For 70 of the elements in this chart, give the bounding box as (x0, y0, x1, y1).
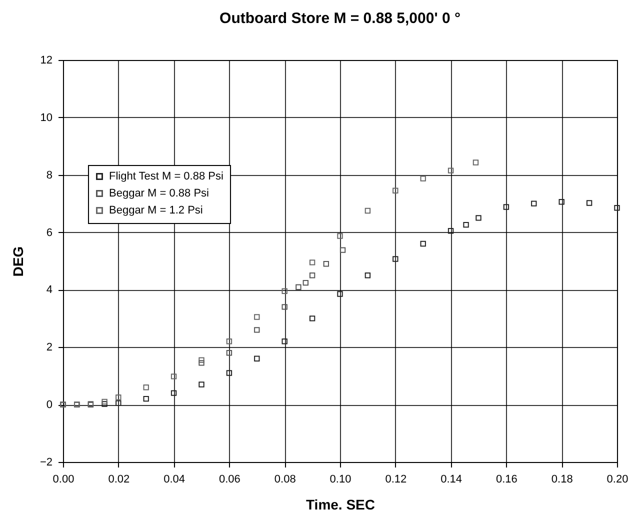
point (116, 394, 122, 400)
point (226, 338, 232, 344)
point (170, 374, 177, 380)
x-tick-label: 0.08 (274, 474, 296, 486)
point (420, 240, 426, 247)
x-axis-title: Time. SEC (306, 496, 375, 512)
point (340, 247, 346, 253)
y-tick-label: 12 (40, 54, 52, 66)
legend-label: Beggar M = 1.2 Psi (109, 204, 203, 216)
point (226, 370, 232, 376)
legend-label: Beggar M = 0.88 Psi (109, 188, 209, 200)
point (472, 160, 479, 166)
x-tick-label: 0.04 (164, 474, 186, 486)
point (282, 288, 288, 294)
point (198, 360, 204, 366)
y-tick-label: −2 (40, 456, 52, 468)
point (337, 291, 343, 297)
point (254, 327, 260, 333)
x-tick-label: 0.20 (606, 474, 628, 486)
x-tick-label: 0.18 (551, 474, 573, 486)
point (309, 272, 316, 278)
point (503, 204, 510, 210)
point (102, 401, 108, 407)
point (254, 356, 260, 362)
point (531, 200, 537, 206)
point (558, 199, 564, 205)
y-tick-label: 0 (46, 399, 52, 412)
point (364, 272, 371, 278)
y-axis-title: DEG (10, 246, 26, 277)
x-tick-label: 0.06 (218, 474, 240, 486)
point (198, 382, 204, 388)
y-tick-label: 10 (40, 112, 52, 124)
y-tick-label: 2 (46, 342, 52, 354)
x-tick-label: 0.00 (52, 474, 74, 486)
point (323, 261, 329, 267)
point (296, 284, 302, 290)
point (102, 398, 108, 405)
point (170, 390, 177, 396)
point (463, 222, 469, 228)
y-tick-label: 6 (46, 226, 52, 239)
point (254, 314, 260, 320)
point (448, 228, 454, 234)
point (226, 350, 232, 356)
x-tick-label: 0.02 (108, 474, 130, 486)
x-tick-label: 0.10 (330, 474, 352, 486)
x-tick-label: 0.16 (496, 474, 518, 486)
point (198, 357, 204, 363)
point (337, 233, 343, 239)
point (116, 400, 122, 406)
legend-label: Flight Test M = 0.88 Psi (109, 170, 224, 182)
point (143, 396, 149, 402)
point (392, 188, 398, 194)
point (586, 200, 592, 206)
y-tick-label: 8 (46, 169, 52, 182)
point (302, 280, 308, 286)
point (282, 304, 288, 310)
point (143, 384, 149, 390)
point (392, 256, 398, 262)
y-tick-label: 4 (46, 284, 52, 296)
point (309, 260, 316, 266)
x-tick-label: 0.12 (385, 474, 407, 486)
point (614, 205, 620, 211)
point (309, 316, 316, 322)
chart-title: Outboard Store M = 0.88 5,000' 0 ° (220, 10, 460, 27)
point (448, 168, 454, 174)
point (420, 176, 426, 182)
point (282, 338, 288, 344)
point (476, 215, 482, 221)
point (364, 208, 371, 214)
x-tick-label: 0.14 (440, 474, 462, 486)
